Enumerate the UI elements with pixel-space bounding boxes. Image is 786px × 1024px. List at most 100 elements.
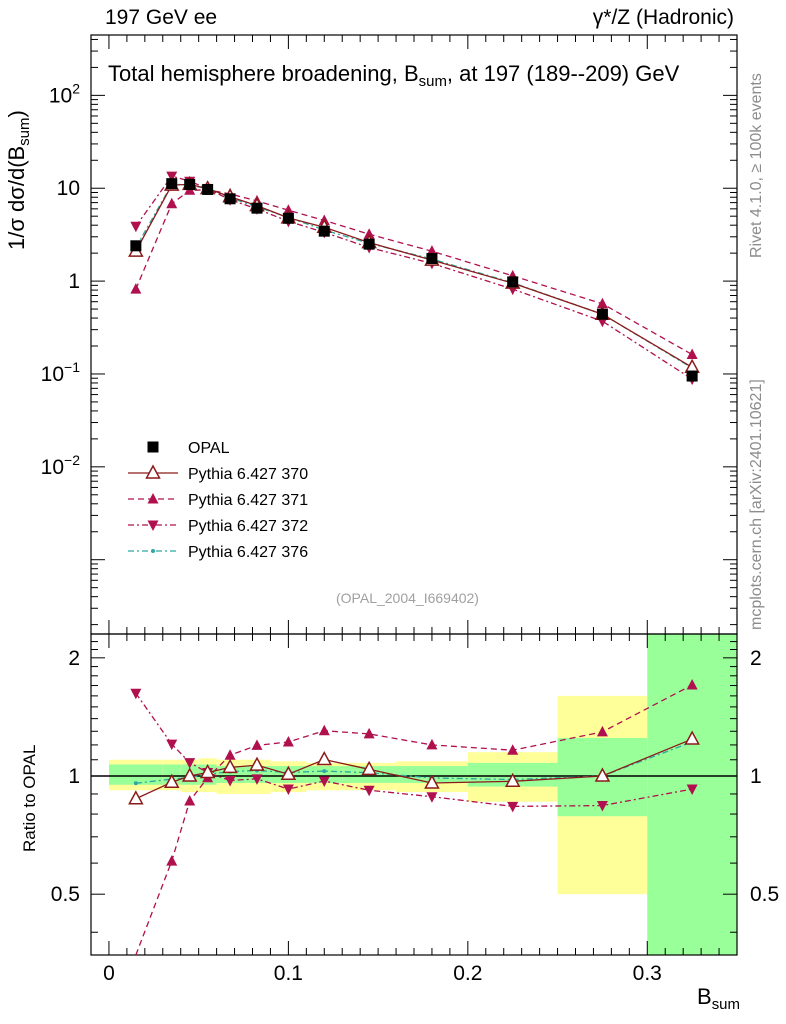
ratio-point-pythia-6-427-371 bbox=[318, 724, 330, 736]
ratio-point-pythia-6-427-371 bbox=[507, 744, 519, 755]
point-pythia-6-427-372 bbox=[130, 221, 142, 233]
ratio-point-pythia-6-427-371 bbox=[282, 735, 294, 747]
x-axis-label: Bsum bbox=[697, 984, 740, 1014]
main-panel-series bbox=[128, 171, 700, 386]
point-opal bbox=[251, 202, 263, 214]
reference-id: (OPAL_2004_I669402) bbox=[336, 590, 479, 606]
ratio-point-pythia-6-427-370 bbox=[249, 756, 265, 771]
ratio-point-pythia-6-427-371 bbox=[686, 679, 698, 690]
ratio-tick-label-left: 2 bbox=[68, 647, 80, 670]
legend-label-opal: OPAL bbox=[188, 440, 230, 457]
legend-marker-pythia-6-427-376 bbox=[151, 549, 155, 553]
x-tick-label: 0 bbox=[103, 962, 115, 985]
legend-marker-pythia-6-427-371 bbox=[147, 493, 159, 504]
x-tick-label: 0.3 bbox=[633, 962, 662, 985]
ratio-point-pythia-6-427-372 bbox=[184, 758, 196, 769]
ratio-uncertainty-bands bbox=[91, 634, 737, 955]
ratio-tick-label-right: 2 bbox=[750, 647, 762, 670]
ratio-tick-label-left: 0.5 bbox=[51, 883, 80, 906]
ratio-point-pythia-6-427-371 bbox=[251, 739, 263, 750]
legend-label-pythia-6-427-371: Pythia 6.427 371 bbox=[188, 492, 308, 509]
ratio-tick-label-left: 1 bbox=[68, 765, 80, 788]
point-opal bbox=[282, 212, 294, 224]
tick-labels: 0 0.1 0.2 0.3 102 10 1 10−1 10−2 0.5 0.5 1 1 2 2 bbox=[41, 80, 780, 985]
ratio-point-pythia-6-427-370 bbox=[181, 767, 198, 782]
ratio-point-pythia-6-427-372 bbox=[686, 784, 698, 796]
ratio-point-pythia-6-427-370 bbox=[684, 730, 700, 745]
ratio-point-pythia-6-427-371 bbox=[596, 725, 608, 737]
ratio-point-pythia-6-427-376 bbox=[133, 781, 138, 786]
ratio-point-pythia-6-427-370 bbox=[199, 763, 216, 779]
ratio-point-pythia-6-427-372 bbox=[251, 774, 263, 785]
legend-label-pythia-6-427-376: Pythia 6.427 376 bbox=[188, 544, 308, 561]
ratio-point-pythia-6-427-372 bbox=[130, 688, 142, 700]
ratio-point-pythia-6-427-370 bbox=[361, 760, 377, 776]
legend-marker-pythia-6-427-370 bbox=[145, 464, 161, 479]
y-tick-label: 10−2 bbox=[41, 452, 81, 479]
x-tick-label: 0.2 bbox=[453, 962, 482, 985]
chart-title: Total hemisphere broadening, Bsum, at 19… bbox=[108, 61, 680, 91]
point-opal bbox=[224, 193, 236, 205]
ratio-y-axis-label: Ratio to OPAL bbox=[20, 744, 39, 852]
series-line-pythia-6-427-371 bbox=[135, 189, 693, 356]
point-pythia-6-427-371 bbox=[166, 197, 178, 209]
ratio-point-pythia-6-427-371 bbox=[184, 795, 196, 806]
legend-label-pythia-6-427-372: Pythia 6.427 372 bbox=[188, 518, 308, 535]
y-tick-label: 1 bbox=[68, 270, 80, 293]
ratio-panel-series bbox=[128, 679, 700, 956]
x-tick-label: 0.1 bbox=[274, 962, 303, 985]
point-opal bbox=[426, 253, 438, 265]
point-opal bbox=[166, 178, 178, 190]
ratio-tick-label-right: 1 bbox=[750, 765, 762, 788]
ratio-point-pythia-6-427-370 bbox=[504, 772, 521, 788]
point-opal bbox=[686, 370, 698, 382]
ratio-point-pythia-6-427-370 bbox=[128, 790, 144, 805]
header-right: γ*/Z (Hadronic) bbox=[592, 6, 734, 29]
ratio-point-pythia-6-427-372 bbox=[363, 785, 375, 797]
ratio-point-pythia-6-427-372 bbox=[596, 801, 608, 812]
ratio-point-pythia-6-427-370 bbox=[222, 758, 238, 774]
ratio-point-pythia-6-427-372 bbox=[282, 784, 294, 796]
ratio-point-pythia-6-427-372 bbox=[224, 775, 236, 787]
legend-marker-pythia-6-427-372 bbox=[147, 520, 159, 531]
ratio-point-pythia-6-427-371 bbox=[363, 727, 375, 739]
ratio-point-pythia-6-427-370 bbox=[316, 750, 333, 766]
y-tick-label: 10 bbox=[57, 177, 80, 200]
ratio-point-pythia-6-427-371 bbox=[426, 738, 438, 750]
series-line-pythia-6-427-376 bbox=[135, 183, 693, 369]
ratio-band-green bbox=[306, 766, 343, 783]
point-opal bbox=[318, 225, 330, 237]
y-axis-label: 1/σ dσ/d(Bsum) bbox=[4, 110, 34, 250]
ratio-band-green bbox=[108, 764, 163, 785]
point-pythia-6-427-371 bbox=[686, 348, 698, 360]
y-tick-label: 102 bbox=[49, 80, 80, 107]
point-pythia-6-427-370 bbox=[684, 358, 700, 374]
ratio-tick-label-right: 0.5 bbox=[750, 883, 779, 906]
ratio-point-pythia-6-427-371 bbox=[224, 749, 236, 760]
point-opal bbox=[596, 308, 608, 320]
ratio-point-pythia-6-427-372 bbox=[318, 776, 330, 788]
ratio-point-pythia-6-427-372 bbox=[426, 792, 438, 803]
point-opal bbox=[363, 238, 375, 250]
series-line-pythia-6-427-370 bbox=[135, 183, 693, 368]
ratio-point-pythia-6-427-372 bbox=[166, 739, 178, 751]
ratio-point-pythia-6-427-370 bbox=[594, 767, 611, 782]
ratio-point-pythia-6-427-370 bbox=[163, 773, 180, 788]
point-pythia-6-427-371 bbox=[596, 297, 608, 309]
ratio-point-pythia-6-427-370 bbox=[280, 765, 297, 780]
point-pythia-6-427-371 bbox=[130, 283, 142, 294]
header-left: 197 GeV ee bbox=[105, 6, 218, 29]
series-line-pythia-6-427-372 bbox=[135, 175, 693, 380]
ratio-point-pythia-6-427-371 bbox=[166, 855, 178, 866]
mcplots-source-label: mcplots.cern.ch [arXiv:2401.10621] bbox=[748, 379, 765, 630]
point-opal bbox=[130, 240, 142, 252]
ratio-point-pythia-6-427-376 bbox=[322, 769, 327, 774]
point-pythia-6-427-371 bbox=[363, 228, 375, 239]
axis-ticks bbox=[91, 35, 738, 955]
legend-label-pythia-6-427-370: Pythia 6.427 370 bbox=[188, 466, 308, 483]
legend: OPAL Pythia 6.427 370 Pythia 6.427 371 Pyth… bbox=[128, 440, 308, 561]
point-opal bbox=[507, 276, 519, 288]
ratio-point-pythia-6-427-372 bbox=[507, 801, 519, 813]
point-opal bbox=[202, 183, 214, 195]
